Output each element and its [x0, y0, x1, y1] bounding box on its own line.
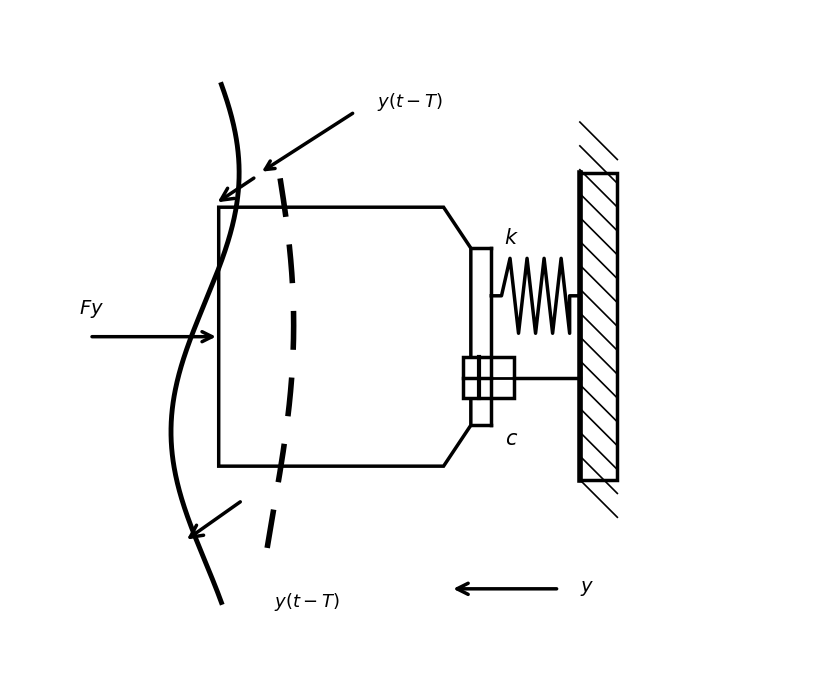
- Bar: [580, 173, 618, 480]
- Text: $k$: $k$: [505, 228, 519, 248]
- Bar: [464, 357, 514, 398]
- Text: $c$: $c$: [505, 429, 518, 449]
- Text: $y$: $y$: [580, 579, 594, 598]
- Text: $y(t-T)$: $y(t-T)$: [377, 91, 442, 113]
- Polygon shape: [219, 207, 471, 466]
- Text: $Fy$: $Fy$: [79, 297, 104, 319]
- Text: $y(t-T)$: $y(t-T)$: [274, 592, 340, 613]
